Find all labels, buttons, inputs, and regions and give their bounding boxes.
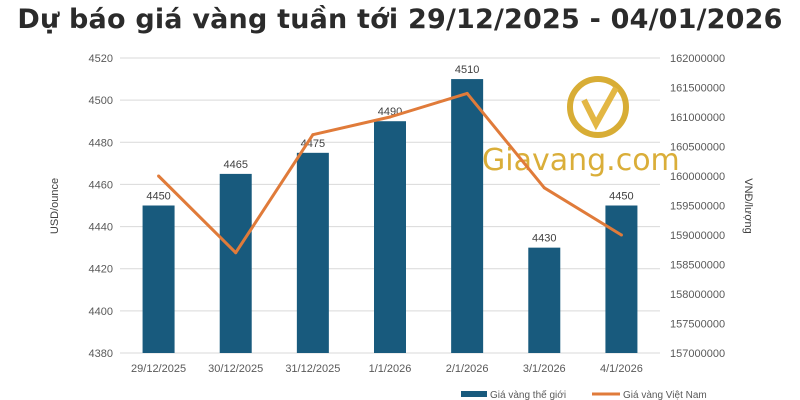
y2-tick-label: 160500000 <box>670 142 725 154</box>
x-tick-label: 29/12/2025 <box>131 363 186 375</box>
y2-tick-label: 157500000 <box>670 319 725 331</box>
legend-swatch-bar <box>461 391 487 397</box>
y-tick-label: 4380 <box>89 348 113 360</box>
y2-tick-label: 157000000 <box>670 348 725 360</box>
y2-axis-label: VNĐ/lượng <box>742 178 754 234</box>
y-tick-label: 4500 <box>89 95 113 107</box>
logo-text: Giavang.com <box>482 143 680 178</box>
line-point <box>542 186 546 190</box>
x-tick-label: 4/1/2026 <box>600 363 643 375</box>
y2-tick-label: 158000000 <box>670 289 725 301</box>
bar <box>296 152 329 353</box>
bar-data-label: 4430 <box>532 233 556 245</box>
y2-tick-label: 162000000 <box>670 53 725 65</box>
bar <box>528 247 561 353</box>
x-tick-label: 2/1/2026 <box>446 363 489 375</box>
logo-ring-icon <box>567 76 629 138</box>
bar <box>219 173 252 353</box>
giavang-logo: Giavang.com <box>482 76 680 178</box>
bar <box>142 205 175 353</box>
y-axis-label: USD/ounce <box>49 178 61 234</box>
bar-data-label: 4510 <box>455 64 479 76</box>
legend-label-vietnam: Giá vàng Việt Nam <box>623 390 707 400</box>
y-tick-label: 4400 <box>89 306 113 318</box>
x-tick-label: 31/12/2025 <box>285 363 340 375</box>
bar <box>451 79 484 354</box>
line-point <box>311 133 315 137</box>
x-tick-label: 3/1/2026 <box>523 363 566 375</box>
y-tick-label: 4440 <box>89 222 113 234</box>
x-tick-label: 30/12/2025 <box>208 363 263 375</box>
y2-tick-label: 160000000 <box>670 171 725 183</box>
legend: Giá vàng thế giới Giá vàng Việt Nam <box>461 389 707 400</box>
bar-data-label: 4475 <box>301 138 325 150</box>
bar-data-label: 4450 <box>146 191 170 203</box>
y-tick-label: 4480 <box>89 137 113 149</box>
y-tick-label: 4520 <box>89 53 113 65</box>
y2-tick-label: 159000000 <box>670 230 725 242</box>
bar <box>374 121 406 353</box>
legend-label-world: Giá vàng thế giới <box>490 389 566 400</box>
y-tick-label: 4460 <box>89 179 113 191</box>
x-tick-label: 1/1/2026 <box>369 363 412 375</box>
bar-data-label: 4450 <box>609 191 633 203</box>
logo-check-icon <box>581 86 619 131</box>
y2-tick-label: 161000000 <box>670 112 725 124</box>
y2-tick-label: 159500000 <box>670 201 725 213</box>
line-point <box>388 115 392 119</box>
bar-data-label: 4465 <box>223 159 247 171</box>
y-tick-label: 4420 <box>89 264 113 276</box>
y2-tick-label: 161500000 <box>670 83 725 95</box>
line-point <box>157 174 161 178</box>
line-point <box>234 251 238 255</box>
y2-tick-label: 158500000 <box>670 260 725 272</box>
line-point <box>465 91 469 95</box>
chart-title: Dự báo giá vàng tuần tới 29/12/2025 - 04… <box>17 4 783 35</box>
line-point <box>619 233 623 237</box>
